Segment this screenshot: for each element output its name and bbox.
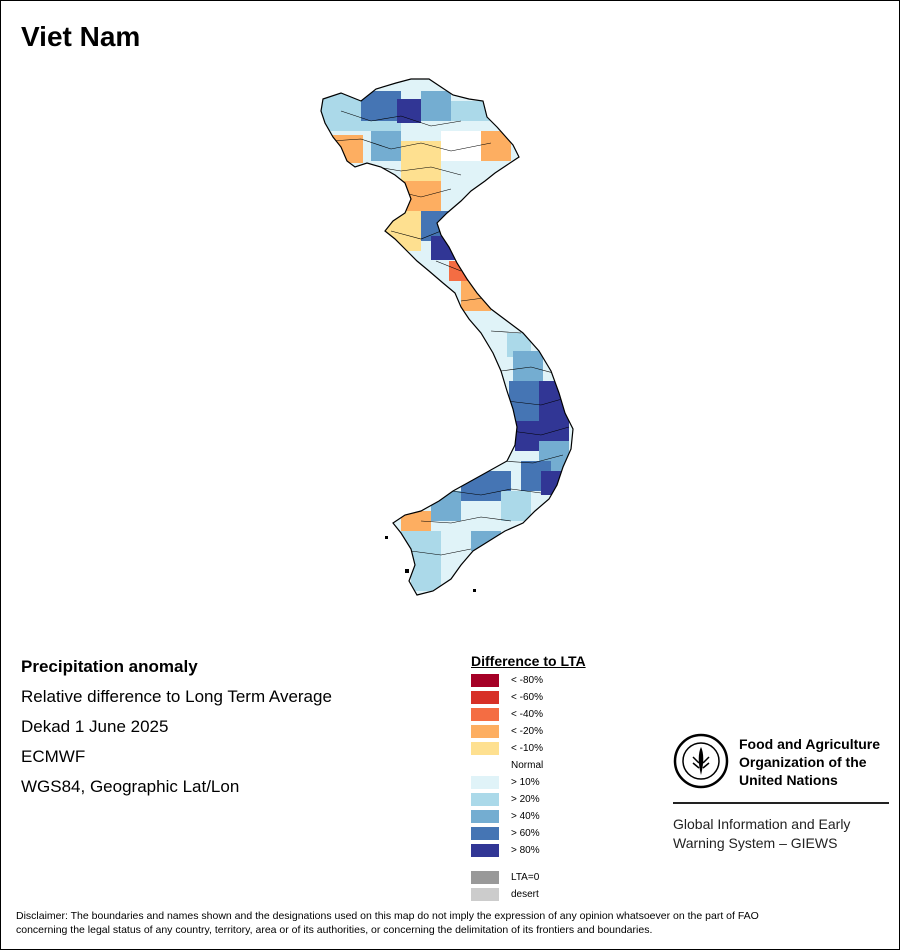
legend-item-label: > 60%	[511, 828, 540, 839]
data-source: ECMWF	[21, 747, 86, 766]
legend-extra-item-swatch	[471, 871, 499, 884]
giews-line-2: Warning System – GIEWS	[673, 835, 838, 851]
legend-item-swatch	[471, 725, 499, 738]
map-info: Precipitation anomaly Relative differenc…	[21, 657, 332, 807]
legend-item-label: Normal	[511, 760, 544, 771]
legend-item-label: < -60%	[511, 692, 543, 703]
legend-item-swatch	[471, 793, 499, 806]
legend-extra-item-swatch	[471, 888, 499, 901]
legend-item-label: < -80%	[511, 675, 543, 686]
legend-extra-item-label: LTA=0	[511, 872, 540, 883]
legend-items: < -80% < -60% < -40% < -20% < -10% Normal > 10…	[471, 673, 586, 860]
product-name: Precipitation anomaly	[21, 657, 198, 676]
anomaly-grid	[321, 79, 573, 595]
legend-item-swatch	[471, 776, 499, 789]
giews-line-1: Global Information and Early	[673, 816, 851, 832]
legend-item-label: < -40%	[511, 709, 543, 720]
legend: Difference to LTA < -80% < -60% < -40% < -2…	[471, 653, 586, 904]
legend-item-row: > 60%	[471, 826, 586, 843]
legend-item-row: < -80%	[471, 673, 586, 690]
legend-item-swatch	[471, 674, 499, 687]
product-description: Relative difference to Long Term Average	[21, 687, 332, 706]
disclaimer: Disclaimer: The boundaries and names sho…	[16, 909, 886, 937]
legend-item-swatch	[471, 742, 499, 755]
legend-item-label: < -20%	[511, 726, 543, 737]
disclaimer-line-1: Disclaimer: The boundaries and names sho…	[16, 910, 759, 922]
legend-extra-item-label: desert	[511, 889, 539, 900]
legend-extra-item-row: LTA=0	[471, 870, 586, 887]
legend-item-row: < -40%	[471, 707, 586, 724]
fao-name-line-3: United Nations	[739, 772, 838, 788]
legend-item-row: Normal	[471, 758, 586, 775]
projection-label: WGS84, Geographic Lat/Lon	[21, 777, 240, 796]
legend-item-label: > 20%	[511, 794, 540, 805]
legend-item-swatch	[471, 691, 499, 704]
legend-item-label: > 80%	[511, 845, 540, 856]
legend-title: Difference to LTA	[471, 653, 586, 669]
legend-item-row: > 40%	[471, 809, 586, 826]
precipitation-anomaly-map	[320, 78, 574, 596]
legend-item-label: > 10%	[511, 777, 540, 788]
disclaimer-line-2: concerning the legal status of any count…	[16, 924, 653, 936]
legend-item-row: < -10%	[471, 741, 586, 758]
legend-item-row: < -20%	[471, 724, 586, 741]
giews-name: Global Information and Early Warning Sys…	[673, 815, 850, 853]
legend-item-swatch	[471, 759, 499, 772]
legend-item-label: > 40%	[511, 811, 540, 822]
legend-item-row: > 20%	[471, 792, 586, 809]
legend-item-swatch	[471, 844, 499, 857]
legend-extra-item-row: desert	[471, 887, 586, 904]
fao-logo-icon	[673, 733, 729, 789]
legend-item-swatch	[471, 708, 499, 721]
legend-item-swatch	[471, 827, 499, 840]
legend-item-row: > 10%	[471, 775, 586, 792]
period-label: Dekad 1 June 2025	[21, 717, 169, 736]
legend-extra-items: LTA=0 desert	[471, 870, 586, 904]
fao-organization-name: Food and Agriculture Organization of the…	[739, 735, 880, 789]
fao-divider	[673, 802, 889, 804]
legend-item-row: < -60%	[471, 690, 586, 707]
fao-name-line-1: Food and Agriculture	[739, 736, 881, 752]
map-title: Viet Nam	[21, 21, 141, 52]
legend-item-label: < -10%	[511, 743, 543, 754]
fao-name-line-2: Organization of the	[739, 754, 867, 770]
legend-item-swatch	[471, 810, 499, 823]
legend-item-row: > 80%	[471, 843, 586, 860]
